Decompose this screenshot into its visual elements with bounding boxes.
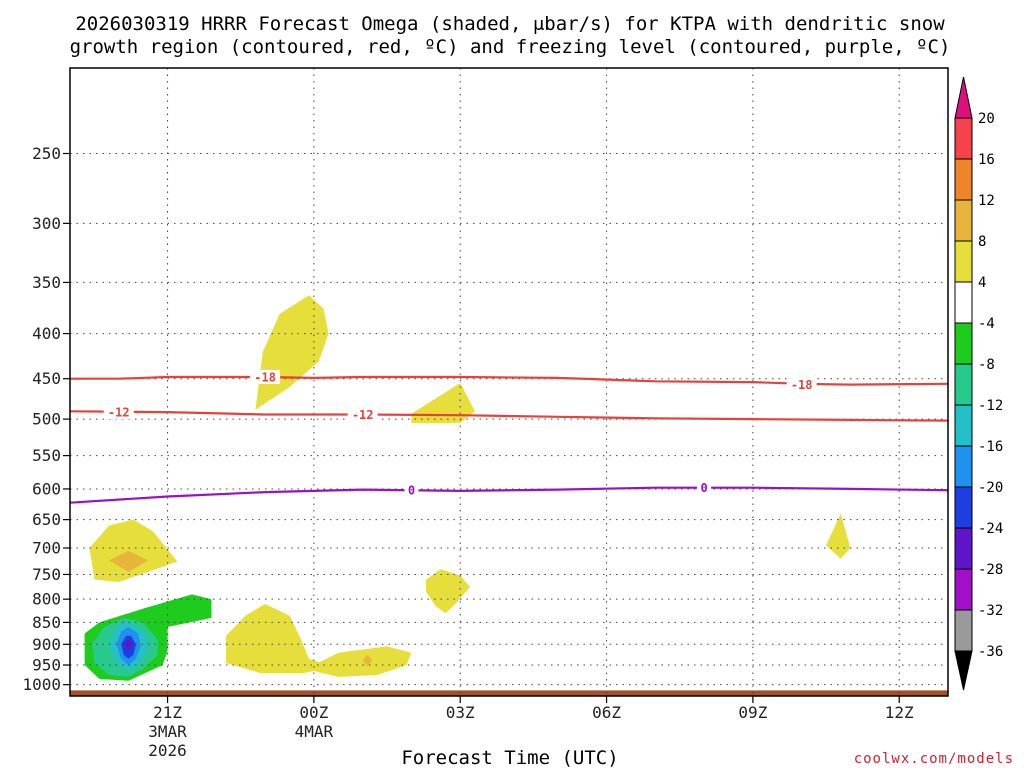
omega-yellow-6: [226, 603, 334, 673]
dendritic-top-label-1: -18: [791, 378, 813, 392]
y-tick-label-350: 350: [32, 273, 61, 292]
y-tick-label-600: 600: [32, 479, 61, 498]
terrain-strip: [70, 690, 948, 696]
grid-lines: [70, 68, 948, 696]
y-tick-label-650: 650: [32, 510, 61, 529]
omega-yellow-5: [826, 513, 851, 559]
y-tick-label-300: 300: [32, 214, 61, 233]
y-tick-label-400: 400: [32, 324, 61, 343]
x-tick-date-21Z: 3MAR: [148, 722, 187, 741]
x-tick-label-00Z: 00Z: [299, 703, 328, 722]
colorbar-label-12: -32: [978, 603, 1003, 619]
omega-shading: [84, 295, 851, 681]
x-axis-label: Forecast Time (UTC): [401, 747, 618, 768]
freezing-level-line: [69, 486, 949, 504]
x-tick-label-12Z: 12Z: [885, 703, 914, 722]
chart-title-line1: 2026030319 HRRR Forecast Omega (shaded, …: [75, 13, 945, 35]
chart-title-line2: growth region (contoured, red, ºC) and f…: [70, 36, 951, 58]
omega-orange-1: [109, 550, 148, 572]
x-tick-label-21Z: 21Z: [153, 703, 182, 722]
colorbar-bin-10: [954, 527, 973, 570]
y-axis-ticks: 250 300 350 400 450 500 550 600 650 700 750 800 850 9…: [22, 144, 70, 694]
y-tick-label-1000: 1000: [22, 675, 61, 694]
y-tick-label-700: 700: [32, 539, 61, 558]
y-tick-label-800: 800: [32, 590, 61, 609]
dendritic-bottom-label-1: -12: [352, 408, 374, 422]
colorbar-label-6: -8: [978, 357, 995, 373]
omega-yellow-4: [426, 569, 470, 614]
credit-text: coolwx.com/models: [854, 751, 1014, 767]
colorbar-label-1: 16: [978, 152, 995, 168]
freezing-level-label-0: 0: [408, 484, 415, 498]
colorbar-top-arrow: [954, 76, 973, 119]
y-tick-label-500: 500: [32, 410, 61, 429]
colorbar-label-5: -4: [978, 316, 995, 332]
y-tick-label-550: 550: [32, 446, 61, 465]
colorbar-bin-0: [954, 117, 973, 160]
colorbar-bin-12: [954, 609, 973, 652]
colorbar-bin-7: [954, 404, 973, 447]
dendritic-bottom-line: [69, 410, 949, 422]
colorbar-label-9: -20: [978, 480, 1003, 496]
dendritic-top-label-0: -18: [254, 371, 276, 385]
colorbar-label-7: -12: [978, 398, 1003, 414]
colorbar-bin-3: [954, 240, 973, 283]
colorbar-label-13: -36: [978, 644, 1003, 660]
colorbar-label-3: 8: [978, 234, 986, 250]
colorbar-label-8: -16: [978, 439, 1003, 455]
x-tick-date-00Z: 4MAR: [295, 722, 334, 741]
y-tick-label-750: 750: [32, 565, 61, 584]
colorbar-bin-9: [954, 486, 973, 529]
y-tick-label-950: 950: [32, 656, 61, 675]
omega-yellow-7: [313, 646, 412, 677]
dendritic-bottom-label-bg-0: [103, 405, 134, 420]
omega-orange-2: [362, 654, 373, 666]
colorbar-bin-5: [954, 322, 973, 365]
x-tick-year-21Z: 2026: [148, 741, 187, 760]
colorbar-bin-1: [954, 158, 973, 201]
colorbar: 20 16 12 8 4 -4 -8 -12 -16 -20 -24 -28 -32 -36: [954, 76, 1003, 691]
colorbar-label-11: -28: [978, 562, 1003, 578]
freezing-level-label-1: 0: [700, 481, 707, 495]
dendritic-bottom-label-bg-1: [347, 407, 378, 422]
x-tick-label-06Z: 06Z: [592, 703, 621, 722]
dendritic-top-label-bg-1: [786, 377, 817, 392]
omega-yellow-1: [255, 295, 329, 410]
freezing-level-label-bg-1: [697, 480, 712, 495]
colorbar-bin-2: [954, 199, 973, 242]
terrain-layer: [70, 690, 948, 696]
colorbar-bin-11: [954, 568, 973, 611]
plot-frame: [69, 67, 949, 697]
y-tick-label-900: 900: [32, 635, 61, 654]
colorbar-bottom-arrow: [954, 650, 973, 691]
y-tick-label-850: 850: [32, 613, 61, 632]
colorbar-bin-8: [954, 445, 973, 488]
colorbar-label-0: 20: [978, 111, 995, 127]
colorbar-label-4: 4: [978, 275, 986, 291]
freezing-level-label-bg-0: [404, 483, 419, 498]
x-tick-label-09Z: 09Z: [738, 703, 767, 722]
omega-yellow-3: [89, 519, 178, 582]
x-tick-label-03Z: 03Z: [446, 703, 475, 722]
colorbar-label-10: -24: [978, 521, 1003, 537]
y-tick-label-250: 250: [32, 144, 61, 163]
contour-lines: -18 -18 -12 -12 0 0: [69, 370, 949, 504]
colorbar-label-2: 12: [978, 193, 995, 209]
omega-purple-1: [124, 639, 133, 651]
dendritic-top-label-bg-0: [250, 370, 281, 385]
colorbar-bin-6: [954, 363, 973, 406]
omega-yellow-2: [411, 383, 475, 423]
colorbar-bin-4: [954, 281, 973, 324]
y-tick-label-450: 450: [32, 369, 61, 388]
dendritic-bottom-label-0: -12: [108, 406, 130, 420]
